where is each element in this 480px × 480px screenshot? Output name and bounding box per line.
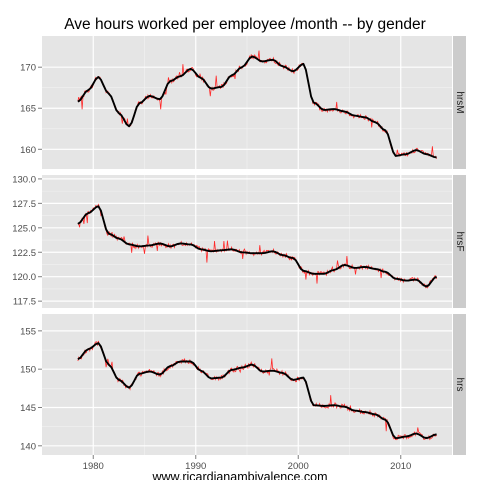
y-tick-label: 165: [20, 104, 36, 115]
x-axis-label: www.ricardianambivalence.com: [151, 470, 327, 480]
series-smoothed-line: [77, 342, 437, 440]
x-axis: 1980 1990 2000 2010: [83, 455, 411, 472]
y-tick-label: 170: [20, 63, 36, 74]
y-tick-label: 155: [20, 326, 36, 337]
y-tick-label: 122.5: [12, 248, 36, 259]
series-smoothed-line: [77, 55, 437, 159]
y-tick-label: 140: [20, 441, 36, 452]
x-tick-label: 2010: [390, 461, 411, 472]
y-tick-label: 117.5: [13, 297, 36, 308]
x-tick-label: 2000: [288, 461, 309, 472]
facet-strip: [453, 314, 466, 455]
y-tick-label: 120.0: [12, 272, 36, 283]
y-tick-label: 130.0: [12, 174, 36, 185]
x-tick-label: 1990: [185, 461, 206, 472]
facet-strip: [453, 36, 466, 169]
facet-strip-label: hrsF: [454, 232, 465, 252]
chart-title: Ave hours worked per employee /month -- …: [64, 16, 426, 33]
panels-layer: 160 165 170 hrsM 117.5 120.0 122.5 125.0 127.5 13…: [12, 36, 466, 455]
y-tick-label: 150: [20, 365, 36, 376]
y-tick-label: 145: [20, 403, 36, 414]
y-tick-label: 127.5: [12, 199, 36, 210]
y-tick-label: 125.0: [12, 223, 36, 234]
panel-hrs: 140 145 150 155 hrs: [20, 314, 466, 455]
y-tick-label: 160: [20, 145, 36, 156]
series-smoothed-line: [77, 205, 438, 288]
x-tick-label: 1980: [83, 461, 104, 472]
facet-strip-label: hrs: [454, 378, 465, 392]
panel-hrsM: 160 165 170 hrsM: [20, 36, 466, 169]
panel-hrsF: 117.5 120.0 122.5 125.0 127.5 130.0 hrsF: [12, 174, 466, 308]
facet-strip: [453, 175, 466, 308]
facet-strip-label: hrsM: [454, 91, 465, 113]
